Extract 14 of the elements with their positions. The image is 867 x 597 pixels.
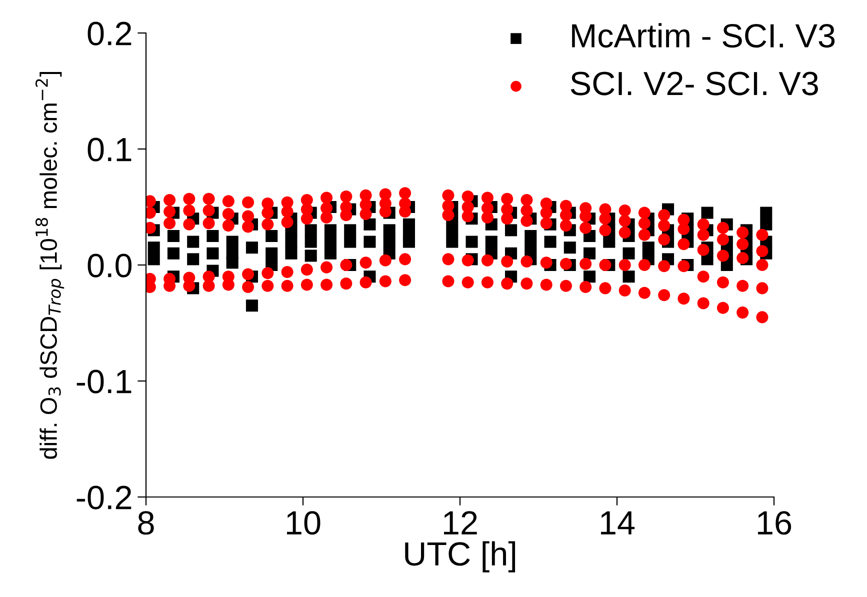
y-tick-label: 0.2 xyxy=(88,22,132,46)
x-axis-title: UTC [h] xyxy=(405,541,516,572)
x-tick-label: 16 xyxy=(758,511,792,535)
y-tick-label: -0.2 xyxy=(76,486,132,510)
x-tick-label: 14 xyxy=(601,511,635,534)
x-tick-label: 8 xyxy=(138,511,154,535)
y-tick-label: 0.0 xyxy=(88,254,132,278)
x-tick-label: 12 xyxy=(444,511,477,534)
text: diff. O$_{3}$ dSCD$_{Trop}$ [10$^{18}$ molec. cm$^{−2}$] xyxy=(35,72,64,459)
y-tick-label: 0.1 xyxy=(88,138,132,162)
y-tick-label: -0.1 xyxy=(76,370,132,394)
x-tick-label: 10 xyxy=(287,511,320,535)
legend-label: SCI. V2- SCI. V3 xyxy=(570,72,818,96)
legend-label: McArtim - SCI. V3 xyxy=(572,23,835,48)
